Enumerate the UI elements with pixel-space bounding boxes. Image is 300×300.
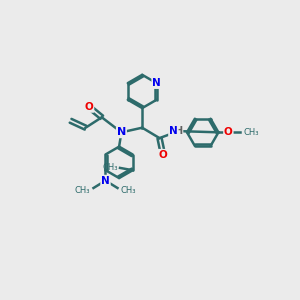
Text: N: N — [101, 176, 110, 186]
Text: O: O — [159, 150, 167, 160]
Text: H: H — [174, 126, 182, 136]
Text: CH₃: CH₃ — [103, 163, 118, 172]
Text: O: O — [224, 127, 233, 137]
Text: N: N — [152, 78, 161, 88]
Text: CH₃: CH₃ — [243, 128, 259, 137]
Text: CH₃: CH₃ — [121, 186, 136, 195]
Text: N: N — [169, 126, 178, 136]
Text: N: N — [117, 127, 126, 137]
Text: CH₃: CH₃ — [74, 186, 90, 195]
Text: O: O — [85, 102, 93, 112]
